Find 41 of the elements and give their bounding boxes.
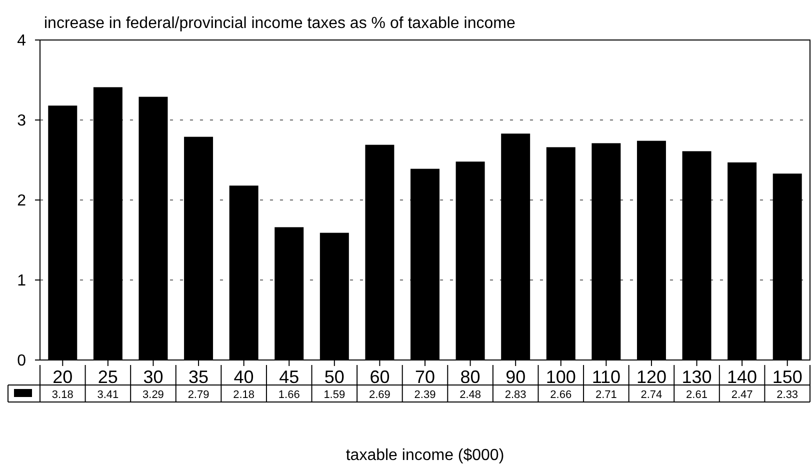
x-tick-label: 130 (682, 367, 712, 387)
x-tick-label: 50 (324, 367, 344, 387)
x-tick-label: 100 (546, 367, 576, 387)
data-label: 2.33 (776, 389, 798, 401)
x-tick-label: 120 (636, 367, 666, 387)
y-tick-label: 1 (17, 272, 26, 290)
y-tick-label: 0 (17, 352, 26, 370)
data-label: 2.69 (368, 389, 390, 401)
x-tick-label: 70 (414, 367, 436, 387)
x-tick-label: 150 (772, 367, 802, 387)
x-tick-label: 35 (188, 367, 209, 387)
data-label: 3.29 (142, 389, 164, 401)
data-label: 1.59 (324, 389, 346, 401)
x-axis-title: taxable income ($000) (346, 447, 504, 464)
x-tick-label: 20 (52, 367, 73, 387)
x-tick-label: 45 (279, 367, 300, 387)
y-tick-label: 4 (17, 32, 26, 50)
data-label: 2.79 (188, 389, 210, 401)
data-label: 2.83 (504, 389, 526, 401)
y-tick-label: 3 (17, 112, 26, 130)
x-tick-label: 80 (460, 367, 480, 387)
x-tick-label: 90 (506, 367, 526, 387)
x-tick-label: 25 (98, 367, 118, 387)
x-tick-label: 30 (143, 367, 164, 387)
y-tick-label: 2 (17, 192, 26, 210)
data-label: 2.47 (731, 389, 753, 401)
data-label: 2.74 (640, 389, 662, 401)
data-label: 2.66 (550, 389, 572, 401)
chart-title: increase in federal/provincial income taxes as % of taxable income (44, 15, 516, 32)
data-label: 2.39 (414, 389, 436, 401)
data-label: 1.66 (278, 389, 300, 401)
data-label: 2.71 (595, 389, 617, 401)
data-label: 2.48 (460, 389, 482, 401)
data-label: 3.18 (52, 389, 74, 401)
x-tick-label: 60 (370, 367, 390, 387)
x-tick-label: 40 (234, 367, 254, 387)
data-label: 2.18 (233, 389, 255, 401)
data-label: 3.41 (97, 389, 119, 401)
x-tick-label: 110 (592, 367, 621, 387)
x-tick-label: 140 (727, 367, 758, 387)
data-label: 2.61 (686, 389, 708, 401)
